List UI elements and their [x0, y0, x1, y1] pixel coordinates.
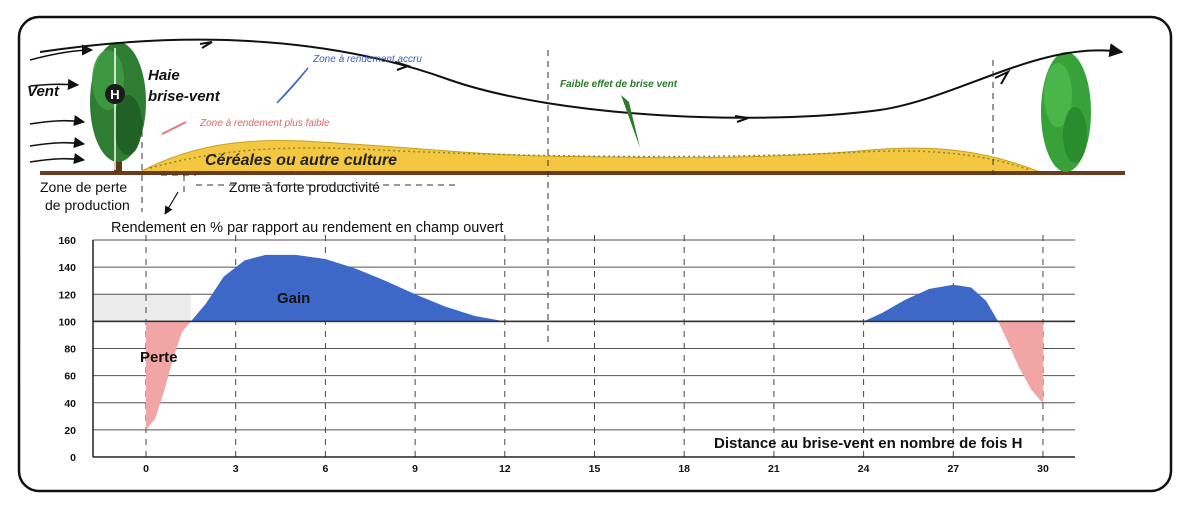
gain-label: Gain	[277, 290, 310, 307]
x-tick-label-6: 6	[322, 463, 328, 475]
y-tick-labels: 0 20 40 60 80 100 120 140 160	[58, 235, 76, 464]
illustration-zone-markers	[141, 50, 994, 345]
increased-yield-pointer	[276, 67, 309, 104]
weak-effect-label: Faible effet de brise vent	[560, 79, 678, 90]
weak-effect-pointer	[621, 95, 640, 148]
height-symbol-circle	[105, 84, 125, 104]
x-tick-label-30: 30	[1037, 463, 1049, 475]
left-hedge-tree: H	[90, 42, 146, 172]
loss-zone-pointer	[164, 191, 179, 215]
x-tick-label-12: 12	[499, 463, 511, 475]
x-tick-label-18: 18	[678, 463, 690, 475]
area-perte-2	[998, 321, 1043, 403]
area-perte	[146, 321, 191, 430]
x-tick-label-27: 27	[947, 463, 959, 475]
wind-arrows	[29, 44, 94, 165]
y-tick-label-100: 100	[58, 316, 76, 328]
hedge-label-line2: brise-vent	[148, 88, 221, 105]
wind-label: Vent	[27, 83, 60, 100]
hedge-height-symbol: H	[110, 87, 119, 102]
area-gain-2	[863, 284, 999, 322]
zone-increased-yield-label: Zone à rendement accru	[312, 54, 422, 65]
x-tick-label-24: 24	[858, 463, 870, 475]
loss-zone-label-line1: Zone de perte	[40, 179, 127, 195]
chart-axes	[92, 240, 1075, 458]
x-tick-label-0: 0	[143, 463, 149, 475]
loss-zone-label-line2: de production	[45, 197, 130, 213]
crop-label: Céréales ou autre culture	[205, 152, 397, 169]
reference-band	[93, 294, 191, 322]
high-productivity-zone-label: Zone à forte productivité	[229, 179, 380, 195]
y-tick-label-140: 140	[58, 262, 76, 274]
x-tick-label-21: 21	[768, 463, 780, 475]
lower-yield-pointer	[161, 121, 187, 135]
hedge-label-line1: Haie	[148, 67, 180, 84]
diagram-frame	[17, 15, 1173, 493]
zone-lower-yield-label: Zone à rendement plus faible	[199, 118, 330, 129]
y-tick-label-0: 0	[70, 452, 76, 464]
y-tick-label-160: 160	[58, 235, 76, 247]
y-tick-label-20: 20	[64, 425, 76, 437]
right-hedge-tree	[1041, 52, 1091, 172]
x-tick-labels: 0 3 6 9 12 15 18 21 24 27 30	[143, 463, 1049, 475]
y-tick-label-120: 120	[58, 289, 76, 301]
area-gain	[190, 254, 505, 322]
yield-chart: 0 20 40 60 80 100 120 140 160 0 3 6 9 12 15 18 21 24 27 30…	[58, 220, 1075, 475]
chart-areas	[93, 254, 1075, 430]
y-tick-label-40: 40	[64, 398, 76, 410]
crop-texture	[149, 147, 1031, 171]
x-axis-label: Distance au brise-vent en nombre de fois…	[714, 435, 1022, 452]
windbreak-illustration: H	[27, 38, 1125, 345]
loss-label: Perte	[140, 349, 178, 366]
x-tick-label-15: 15	[589, 463, 601, 475]
x-tick-label-9: 9	[412, 463, 418, 475]
x-tick-label-3: 3	[233, 463, 239, 475]
y-tick-label-60: 60	[64, 371, 76, 383]
y-tick-label-80: 80	[64, 344, 76, 356]
chart-title: Rendement en % par rapport au rendement …	[111, 220, 504, 236]
wind-flow-curve	[39, 38, 1124, 119]
